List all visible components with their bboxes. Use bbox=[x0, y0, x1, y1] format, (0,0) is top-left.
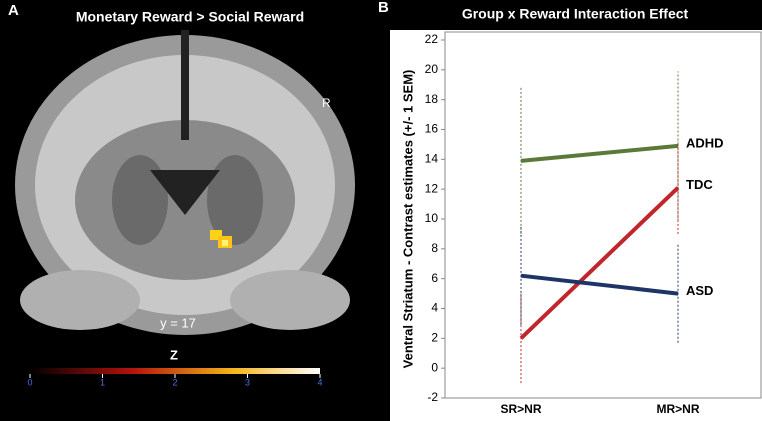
y-tick-label: 22 bbox=[425, 32, 439, 46]
x-tick-label: 1 bbox=[100, 377, 105, 387]
panel-label: A bbox=[8, 2, 19, 19]
x-tick-label: 3 bbox=[245, 377, 250, 387]
legend-label: ADHD bbox=[686, 135, 724, 150]
panel-title: Monetary Reward > Social Reward bbox=[76, 9, 304, 25]
colorbar-title: Z bbox=[170, 347, 178, 362]
legend-label: TDC bbox=[686, 177, 713, 192]
y-tick-label: 10 bbox=[425, 211, 439, 225]
y-tick-label: 0 bbox=[431, 360, 438, 374]
annotation: y = 17 bbox=[160, 315, 196, 330]
y-tick-label: 6 bbox=[431, 271, 438, 285]
y-tick-label: 14 bbox=[425, 152, 439, 166]
panel-label: B bbox=[378, 0, 389, 16]
x-tick-label: 2 bbox=[172, 377, 177, 387]
y-tick-label: 4 bbox=[431, 301, 438, 315]
y-tick-label: 2 bbox=[431, 331, 438, 345]
panel-b-bg bbox=[390, 0, 762, 421]
y-tick-label: -2 bbox=[427, 390, 438, 404]
annotation: R bbox=[322, 96, 331, 110]
x-tick-label: SR>NR bbox=[500, 402, 541, 416]
x-tick-label: 0 bbox=[27, 377, 32, 387]
series-line bbox=[520, 273, 679, 296]
y-tick-label: 12 bbox=[425, 181, 439, 195]
colorbar bbox=[30, 368, 320, 374]
chart-title: Group x Reward Interaction Effect bbox=[462, 6, 689, 22]
y-tick-label: 16 bbox=[425, 122, 439, 136]
series-line bbox=[520, 143, 679, 163]
brain-image bbox=[15, 30, 355, 335]
y-tick-label: 18 bbox=[425, 92, 439, 106]
y-tick-label: 8 bbox=[431, 241, 438, 255]
series-line bbox=[519, 186, 680, 340]
y-axis-label: Ventral Striatum - Contrast estimates (+… bbox=[400, 70, 415, 369]
x-tick-label: MR>NR bbox=[656, 402, 699, 416]
x-tick-label: 4 bbox=[317, 377, 322, 387]
plot-frame bbox=[444, 31, 762, 399]
y-tick-label: 20 bbox=[425, 62, 439, 76]
legend-label: ASD bbox=[686, 283, 713, 298]
panel-b-header bbox=[390, 0, 762, 30]
